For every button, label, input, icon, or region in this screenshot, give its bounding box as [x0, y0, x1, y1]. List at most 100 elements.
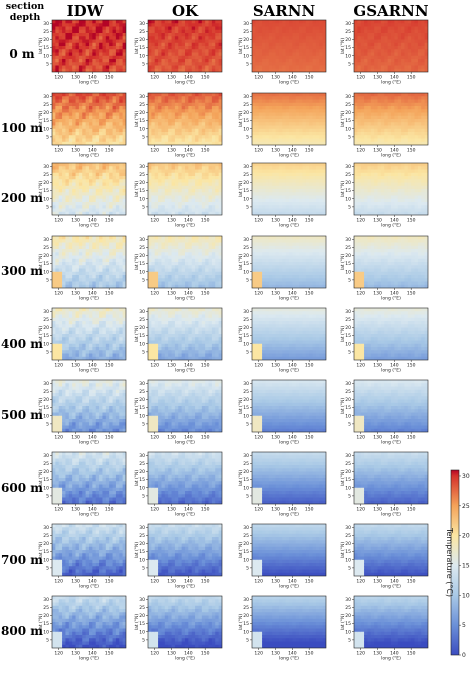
heat-cell [391, 198, 395, 203]
heat-cell [414, 20, 419, 24]
heat-cell [188, 208, 193, 213]
heat-cell [188, 96, 193, 101]
heat-cell [305, 36, 310, 41]
heat-cell [112, 125, 117, 130]
heat-cell [262, 202, 267, 206]
heat-cell [299, 185, 304, 190]
heat-cell [211, 49, 216, 54]
heat-cell [89, 182, 93, 187]
heat-cell [278, 128, 283, 133]
heat-cell [55, 255, 60, 260]
heat-cell [122, 68, 126, 72]
heat-cell [148, 59, 152, 63]
heat-cell [168, 195, 173, 200]
heat-cell [394, 112, 399, 117]
heat-cell [285, 211, 290, 215]
heat-cell [109, 275, 114, 279]
heat-cell [85, 211, 90, 215]
heat-cell [391, 195, 395, 200]
heat-cell [289, 192, 293, 197]
heat-cell [119, 65, 124, 70]
heat-cell [119, 275, 124, 279]
heat-cell [164, 128, 169, 133]
panel-frame [147, 19, 223, 73]
heat-cell [258, 138, 263, 143]
heat-cell [417, 93, 422, 97]
heat-cell [417, 33, 422, 37]
heat-cell [68, 33, 73, 37]
heat-cell [282, 198, 287, 203]
heat-cell [82, 93, 87, 97]
heat-cell [102, 42, 107, 47]
heat-cell [195, 52, 200, 57]
heat-cell [75, 195, 80, 200]
heat-cell [252, 33, 256, 37]
heat-cell [252, 102, 256, 107]
heat-cell [309, 166, 314, 171]
heat-cell [148, 65, 152, 70]
y-tick-label: 10 [43, 196, 49, 202]
heat-cell [158, 195, 163, 200]
heat-cell [164, 23, 169, 28]
heat-cell [82, 284, 87, 288]
heat-cell [255, 125, 260, 130]
heat-cell [275, 189, 280, 193]
heat-cell [58, 166, 63, 171]
heat-cell [92, 65, 97, 70]
row-title-100m: 100 m [1, 121, 43, 135]
heat-cell [364, 132, 369, 136]
heat-cell [168, 205, 173, 210]
heat-cell [82, 52, 87, 57]
heat-cell [72, 179, 77, 184]
heat-cell [109, 115, 114, 120]
heat-cell [364, 29, 369, 34]
heat-cell [208, 96, 213, 101]
heat-cell [268, 141, 273, 145]
heat-cell [374, 52, 379, 57]
heat-cell [272, 198, 277, 203]
heat-cell [65, 166, 70, 171]
heat-cell [282, 182, 287, 187]
heat-cell [258, 141, 263, 145]
heat-cell [364, 112, 369, 117]
heat-cell [302, 99, 307, 104]
heat-cell [315, 106, 320, 110]
heat-cell [394, 208, 399, 213]
heat-cell [364, 179, 369, 184]
heat-cell [72, 23, 77, 28]
heat-cell [407, 211, 412, 215]
heat-cell [109, 20, 114, 24]
heat-cell [309, 102, 314, 107]
heat-cell [394, 49, 399, 54]
heat-cell [52, 176, 56, 180]
heat-cell [78, 208, 83, 213]
heat-cell [377, 52, 382, 57]
heat-cell [364, 138, 369, 143]
heat-cell [302, 166, 307, 171]
x-tick-label: 120 [356, 75, 365, 81]
x-tick-label: 120 [150, 148, 159, 154]
heat-cell [185, 42, 189, 47]
heat-cell [322, 26, 326, 31]
heat-cell [255, 119, 260, 123]
heat-cell [268, 163, 273, 167]
heat-cell [262, 102, 267, 107]
heat-cell [295, 128, 300, 133]
heat-cell [195, 99, 200, 104]
heat-cell [164, 176, 169, 180]
heat-cell [268, 169, 273, 174]
heat-cell [289, 109, 293, 114]
heat-cell [265, 106, 270, 110]
heat-cell [164, 115, 169, 120]
heat-cell [115, 132, 120, 136]
heat-cell [109, 96, 114, 101]
heat-cell [305, 52, 310, 57]
heat-cell [185, 96, 189, 101]
heat-cell [89, 258, 93, 263]
heat-cell [191, 135, 196, 140]
heat-cell [377, 138, 382, 143]
heat-cell [272, 59, 277, 63]
heat-cell [58, 102, 63, 107]
heat-cell [364, 166, 369, 171]
heat-cell [158, 96, 163, 101]
